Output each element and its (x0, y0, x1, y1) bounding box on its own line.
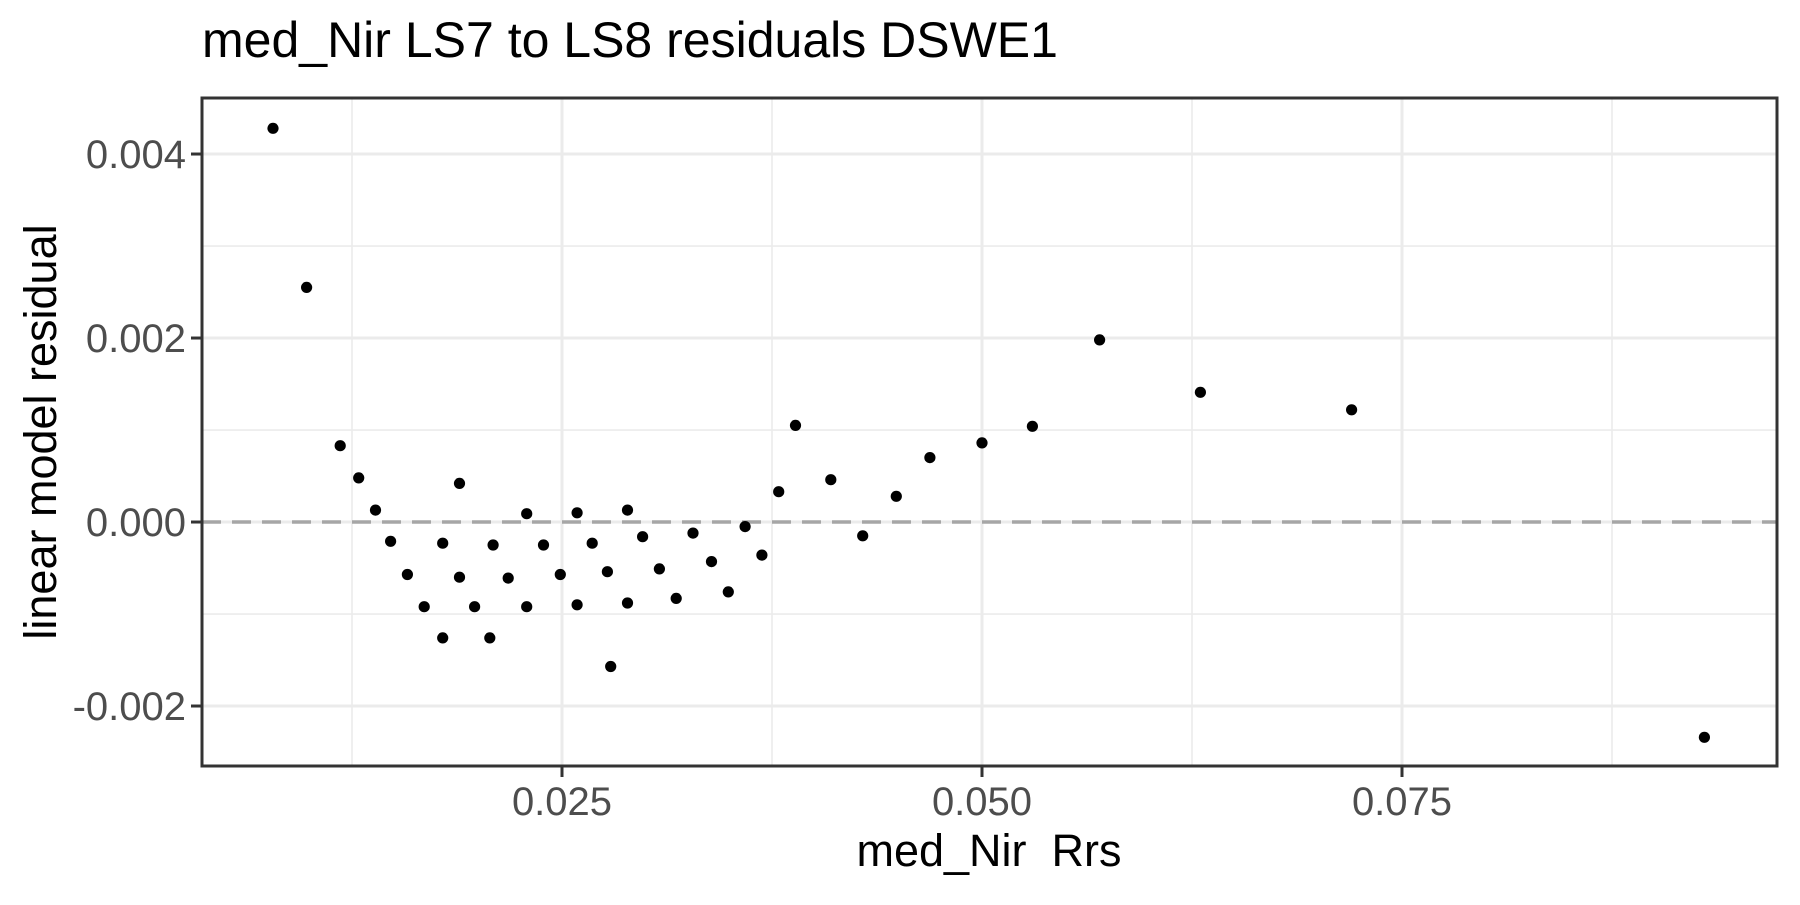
data-point (487, 539, 499, 551)
data-point (1698, 731, 1710, 743)
data-point (267, 122, 279, 134)
data-point (1346, 404, 1358, 416)
data-point (334, 440, 346, 452)
data-point (537, 539, 550, 551)
data-point (773, 486, 785, 498)
data-point (601, 566, 614, 578)
data-point (521, 508, 533, 520)
data-points-group (267, 122, 1710, 743)
data-point (621, 597, 634, 609)
data-point (502, 572, 514, 584)
axis-ticks-group (191, 152, 1404, 777)
data-point (469, 601, 481, 613)
grid-minor-group (202, 98, 1777, 766)
data-point (825, 474, 837, 486)
data-point (1094, 334, 1106, 346)
y-tick-label: 0.004 (86, 133, 186, 177)
data-point (301, 281, 313, 293)
data-point (385, 535, 397, 547)
data-point (484, 632, 496, 644)
data-point (437, 537, 449, 549)
data-point (521, 601, 533, 613)
data-point (586, 537, 598, 549)
tick-labels-group: 0.025 0.050 0.075 -0.002 0.000 0.002 0.004 (73, 133, 1452, 824)
x-tick-label: 0.075 (1352, 780, 1452, 824)
data-point (1026, 420, 1038, 432)
data-point (621, 504, 634, 516)
data-point (571, 599, 583, 611)
data-point (670, 592, 682, 605)
data-point (605, 660, 617, 673)
data-point (369, 504, 382, 516)
data-point (789, 419, 802, 431)
data-point (418, 601, 430, 613)
x-tick-label: 0.025 (512, 780, 612, 824)
y-tick-label: -0.002 (73, 685, 186, 729)
panel-border (200, 96, 1779, 768)
data-point (653, 563, 666, 575)
data-point (1194, 386, 1206, 398)
data-point (705, 556, 718, 568)
data-point (976, 437, 988, 449)
data-point (637, 531, 649, 543)
data-point (722, 586, 734, 598)
x-tick-label: 0.050 (932, 780, 1032, 824)
data-point (924, 452, 936, 464)
y-tick-label: 0.000 (86, 501, 186, 545)
data-point (437, 632, 449, 644)
y-tick-label: 0.002 (86, 317, 186, 361)
x-axis-title: med_Nir Rrs (856, 825, 1121, 876)
data-point (756, 549, 768, 561)
data-point (401, 568, 413, 581)
data-point (571, 507, 583, 519)
data-point (453, 477, 466, 489)
data-point (687, 527, 699, 539)
data-point (554, 568, 566, 581)
data-point (739, 521, 751, 533)
data-point (453, 571, 466, 583)
data-point (353, 472, 365, 484)
data-point (857, 530, 869, 542)
plot-title: med_Nir LS7 to LS8 residuals DSWE1 (202, 12, 1058, 68)
data-point (890, 490, 902, 502)
y-axis-title: linear model residual (15, 224, 66, 639)
grid-major-group (202, 98, 1777, 766)
